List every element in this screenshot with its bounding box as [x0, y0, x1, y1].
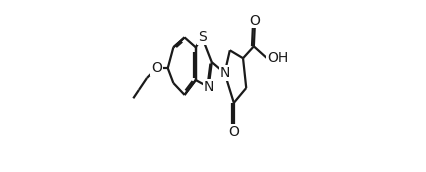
Text: O: O	[250, 14, 260, 28]
Text: N: N	[219, 66, 230, 80]
Text: O: O	[228, 125, 239, 139]
Text: N: N	[203, 80, 214, 94]
Text: OH: OH	[267, 51, 288, 65]
Text: O: O	[151, 61, 162, 75]
Text: S: S	[198, 30, 207, 44]
